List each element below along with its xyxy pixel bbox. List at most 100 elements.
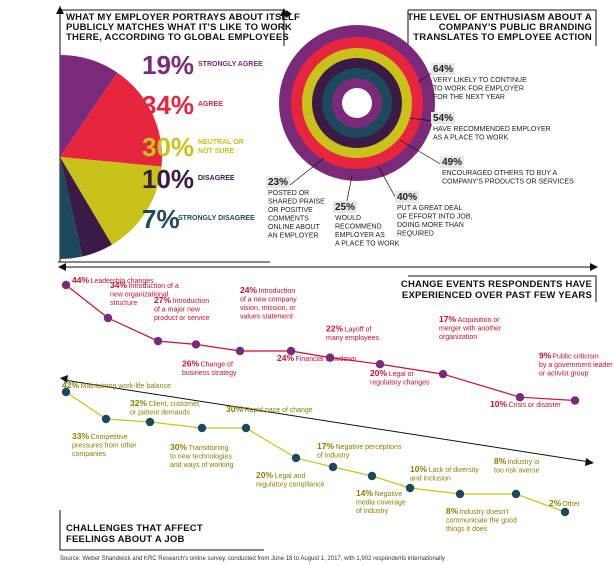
challenge-point-2-text-line-2: pressures from other bbox=[72, 443, 137, 450]
challenges-chart: 42% Maintaining work-life balance 33% Compe… bbox=[61, 380, 581, 533]
challenge-point-9-text-line-2: and inclusion bbox=[410, 476, 451, 483]
radial-text-1-line-1: VERY LIKELY TO CONTINUE bbox=[433, 77, 527, 84]
arrowheads bbox=[56, 6, 598, 466]
change-point-5-text-line-3: vision, mission, or bbox=[240, 305, 296, 312]
radial-text-5-line-2: RECOMMEND bbox=[335, 224, 382, 231]
radial-value-3: 49% bbox=[442, 157, 462, 168]
change-point-4-text-line-1: Change of bbox=[201, 361, 233, 368]
challenge-point-3 bbox=[145, 417, 155, 427]
change-point-7 bbox=[325, 353, 335, 362]
pie-slice-3-name-line-1: NEUTRAL OR bbox=[198, 139, 244, 146]
change-point-10-text-line-1: Crisis or disaster bbox=[509, 402, 562, 409]
challenge-point-2-value: 33% bbox=[72, 431, 89, 441]
challenge-point-2-text-line-1: Competitive bbox=[91, 434, 128, 441]
challenge-point-1-value: 42% bbox=[62, 380, 79, 390]
challenge-point-7 bbox=[328, 462, 338, 472]
challenge-point-1 bbox=[61, 387, 71, 397]
radial-value-bg-1 bbox=[431, 63, 455, 75]
radial-text-4-line-3: DOING MORE THAN bbox=[397, 222, 464, 229]
change-point-10-value: 10% bbox=[490, 399, 507, 409]
pie-title-line-3: THERE, ACCORDING TO GLOBAL EMPLOYEES bbox=[66, 32, 289, 43]
challenges-line bbox=[65, 391, 566, 513]
radial-value-1: 64% bbox=[433, 64, 453, 75]
change-point-2-text-line-3: structure bbox=[110, 300, 137, 307]
arrowhead-right-top bbox=[286, 10, 292, 18]
radial-title-frame bbox=[407, 9, 597, 46]
change-point-9-text-line-3: organization bbox=[439, 334, 477, 341]
challenge-point-3-text-line-1: Client, customer, bbox=[149, 401, 201, 408]
radial-leader-3 bbox=[399, 139, 443, 166]
change-point-7-text-line-2: many employees bbox=[326, 335, 379, 342]
challenges-title-frame bbox=[59, 510, 264, 551]
change-point-1-value: 44% bbox=[72, 275, 89, 285]
change-point-8-value: 20% bbox=[370, 368, 387, 378]
change-point-6 bbox=[286, 346, 296, 356]
challenge-point-10-text-line-1: Industry doesn't bbox=[459, 509, 508, 516]
challenge-point-4-text-line-3: and ways of working bbox=[170, 462, 234, 469]
challenge-point-9 bbox=[405, 483, 415, 493]
challenge-point-6-text-line-1: Legal and bbox=[275, 473, 306, 480]
challenge-point-9-text-line-1: Lack of diversity bbox=[429, 467, 480, 474]
pie-slice-4-value: 10% bbox=[142, 164, 194, 194]
change-point-5-text-line-4: values statement bbox=[240, 314, 293, 321]
pie-slice-3 bbox=[60, 157, 162, 245]
pie-chart bbox=[60, 55, 163, 259]
change-point-10 bbox=[515, 393, 525, 402]
change-point-7-value: 22% bbox=[326, 324, 343, 334]
change-point-11-text-line-3: or activist group bbox=[539, 371, 589, 378]
challenge-point-4-value: 30% bbox=[170, 442, 187, 452]
challenge-point-1-text-line-1: Maintaining work-life balance bbox=[81, 383, 171, 390]
change-point-3-value: 27% bbox=[154, 295, 171, 305]
change-title-line-1: CHANGE EVENTS RESPONDENTS HAVE bbox=[401, 279, 592, 290]
pie-slice-1-value: 19% bbox=[142, 50, 194, 80]
radial-text-4-line-1: PUT A GREAT DEAL bbox=[397, 205, 462, 212]
change-point-2-value: 34% bbox=[110, 280, 127, 290]
challenge-point-10-text-line-3: things it does bbox=[446, 526, 488, 533]
change-title-line-2: EXPERIENCED OVER PAST FEW YEARS bbox=[402, 290, 592, 301]
radial-text-5-line-4: A PLACE TO WORK bbox=[335, 241, 400, 248]
change-title-frame bbox=[408, 275, 597, 302]
challenge-point-2 bbox=[101, 414, 111, 424]
pie-slice-3-value: 30% bbox=[142, 132, 194, 162]
challenge-point-4-text-line-2: to new technologies bbox=[170, 454, 232, 461]
radial-title-line-2: COMPANY'S PUBLIC BRANDING bbox=[439, 22, 592, 33]
challenge-point-7-text-line-1: Negative perceptions bbox=[336, 444, 402, 451]
arrowhead-right bbox=[590, 263, 598, 271]
arrowhead-left bbox=[58, 263, 66, 271]
change-point-6-value: 24% bbox=[277, 353, 294, 363]
pie-slice-3-name-line-2: NOT SURE bbox=[198, 148, 235, 155]
challenge-point-12 bbox=[560, 507, 570, 517]
challenge-point-11 bbox=[511, 489, 521, 499]
challenge-point-8-text-line-2: media coverage bbox=[356, 500, 406, 507]
radial-text-2-line-1: HAVE RECOMMENDED EMPLOYER bbox=[433, 126, 551, 133]
diagonal-separator bbox=[63, 379, 591, 463]
pie-slice-5-value: 7% bbox=[142, 204, 180, 234]
change-point-4 bbox=[191, 340, 201, 349]
pie-slice-5-name-line-1: STRONGLY DISAGREE bbox=[178, 215, 255, 222]
challenge-point-11-value: 8% bbox=[494, 456, 507, 466]
change-point-9 bbox=[438, 369, 448, 379]
change-point-3-text-line-3: product or service bbox=[154, 315, 210, 322]
radial-value-4: 40% bbox=[397, 192, 417, 203]
change-point-11-text-line-2: by a government leader bbox=[539, 362, 613, 369]
challenge-point-4-text-line-1: Transitioning bbox=[189, 445, 229, 452]
challenge-point-5-value: 30% bbox=[226, 404, 243, 414]
change-point-8-text-line-1: Legal or bbox=[389, 371, 415, 378]
radial-value-bg-4 bbox=[395, 191, 419, 203]
radial-text-6-line-2: SHARED PRAISE bbox=[268, 199, 325, 206]
radial-title-line-3: TRANSLATES TO EMPLOYEE ACTION bbox=[413, 32, 592, 43]
change-point-9-value: 17% bbox=[439, 314, 456, 324]
radial-value-5: 25% bbox=[335, 202, 355, 213]
change-point-9-text-line-2: merger with another bbox=[439, 326, 502, 333]
radial-value-bg-3 bbox=[440, 156, 464, 168]
change-point-6-text-line-1: Financial slowdown bbox=[296, 356, 357, 363]
challenge-point-6 bbox=[291, 453, 301, 463]
arrowhead-diagonal-right bbox=[585, 458, 594, 466]
radial-value-6: 23% bbox=[268, 177, 288, 188]
challenge-point-11-text-line-2: too risk averse bbox=[494, 468, 540, 475]
pie-title-line-2: PUBLICLY MATCHES WHAT IT'S LIKE TO WORK bbox=[66, 22, 292, 33]
challenge-point-3-text-line-2: or patient demands bbox=[130, 410, 190, 417]
